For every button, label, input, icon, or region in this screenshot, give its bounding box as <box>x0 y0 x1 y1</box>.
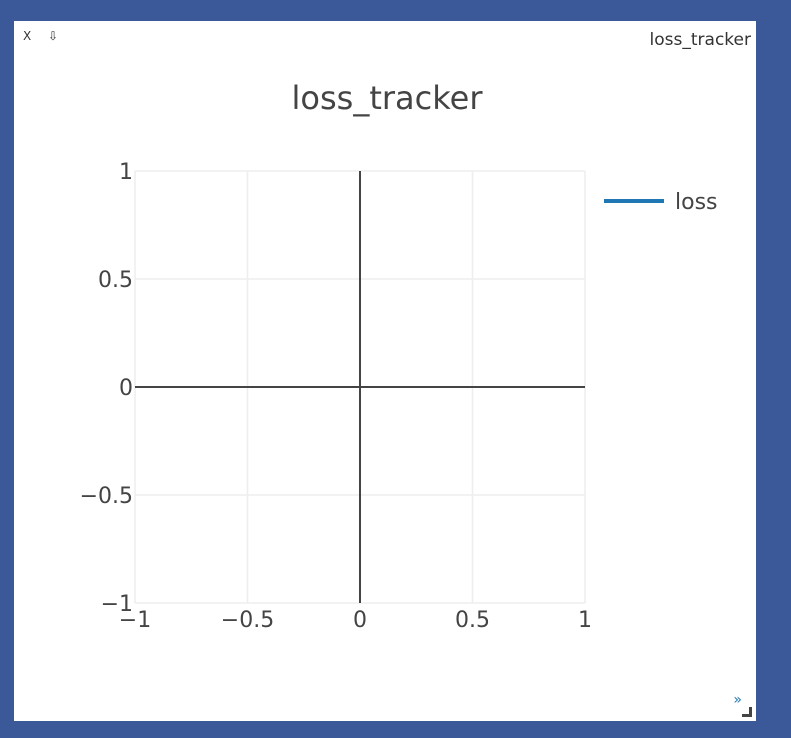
window-title-bar: X ⇩ loss_tracker <box>14 21 756 53</box>
line-chart: loss_tracker −1 −0.5 0 0.5 1 −1 −0.5 0 0.5 1 los… <box>80 79 718 633</box>
save-button[interactable]: ⇩ <box>48 29 59 43</box>
x-tick-label: −0.5 <box>221 608 274 633</box>
window-title: loss_tracker <box>649 30 751 50</box>
zero-lines <box>135 171 585 603</box>
resize-grip-icon[interactable] <box>742 707 752 717</box>
y-tick-label: −0.5 <box>80 484 133 509</box>
x-tick-label: 1 <box>578 608 592 633</box>
x-tick-label: 0 <box>353 608 367 633</box>
y-tick-label: −1 <box>101 592 133 617</box>
x-axis-ticks: −1 −0.5 0 0.5 1 <box>119 608 592 633</box>
legend[interactable]: loss <box>604 190 718 215</box>
close-button[interactable]: X <box>23 29 32 43</box>
y-tick-label: 0 <box>119 376 133 401</box>
x-tick-label: −1 <box>119 608 151 633</box>
x-tick-label: 0.5 <box>455 608 490 633</box>
chart-title: loss_tracker <box>292 79 484 117</box>
y-tick-label: 0.5 <box>98 268 133 293</box>
expand-icon[interactable]: » <box>733 692 742 708</box>
y-axis-ticks: −1 −0.5 0 0.5 1 <box>80 160 133 617</box>
y-tick-label: 1 <box>119 160 133 185</box>
plot-window: X ⇩ loss_tracker loss_tracker −1 −0.5 0 0.5… <box>14 21 756 721</box>
legend-label[interactable]: loss <box>675 190 718 215</box>
